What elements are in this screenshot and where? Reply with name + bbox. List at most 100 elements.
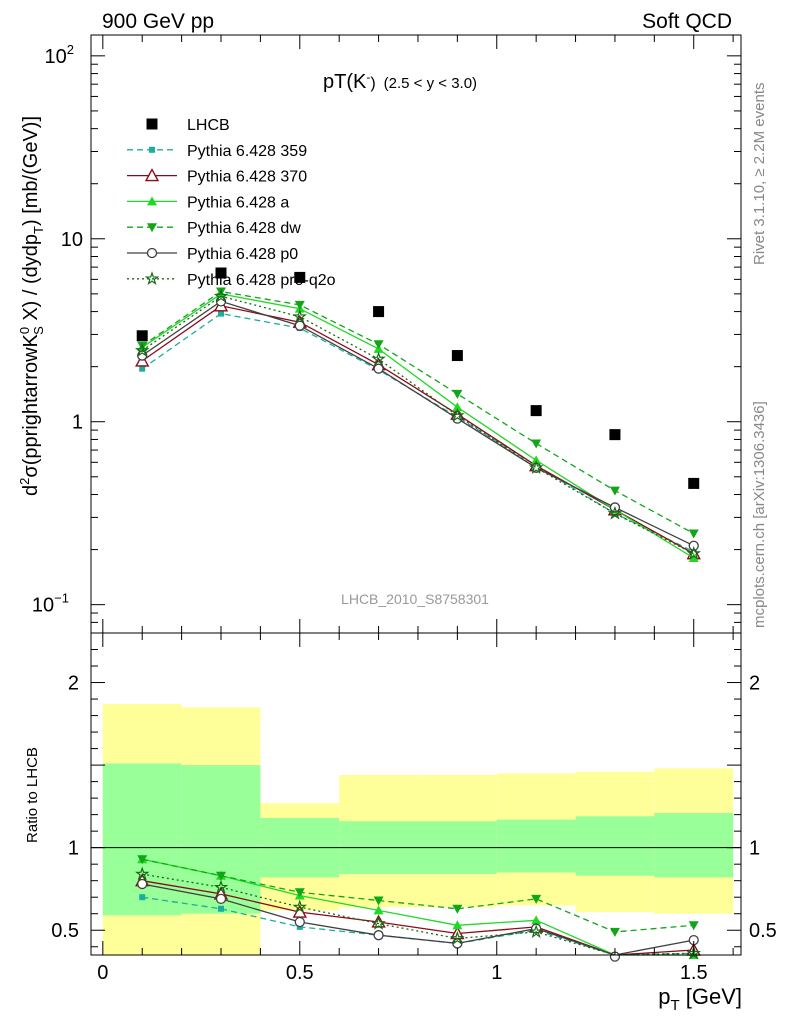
inner-band-bin-5 (496, 819, 576, 873)
ylabel-sub-t: T (31, 226, 46, 234)
x-axis-label: pT [GeV] (658, 984, 742, 1014)
main-point-pythia-6-428-pro-q2o-4 (450, 407, 465, 422)
main-point-pythia-6-428-dw-2 (294, 300, 305, 310)
x-tick-label: 1 (491, 962, 502, 984)
ratio-series-pythia-6-428-p0 (137, 878, 699, 962)
x-axis-label-sub: T (670, 997, 679, 1014)
ratio-point-pythia-6-428-pro-q2o-1 (213, 879, 229, 894)
ratio-point-pythia-6-428-pro-q2o-7 (686, 945, 701, 960)
ratio-y-tick-label-left: 1 (68, 838, 79, 860)
plot-title-superscript: - (366, 70, 370, 84)
main-y-tick-label: 10−1 (32, 591, 69, 617)
main-point-pythia-6-428-pro-q2o-7 (686, 546, 701, 560)
ratio-point-pythia-6-428-pro-q2o-4 (450, 930, 465, 945)
ylabel-unit: ) [mb/(GeV)] (20, 116, 42, 226)
legend: LHCB Pythia 6.428 359 Pythia 6.428 370 Pyth… (127, 117, 336, 289)
legend-label-pythia-6-428-p0: Pythia 6.428 p0 (187, 246, 298, 263)
ratio-line-pythia-6-428-dw (142, 858, 694, 933)
inner-band-bin-7 (654, 812, 734, 878)
ratio-point-pythia-6-428-pro-q2o-5 (528, 924, 544, 939)
main-point-pythia-6-428-p0-3 (373, 363, 384, 374)
legend-marker-pythia-6-428-dw (147, 223, 157, 233)
ylabel-exp: 2 (17, 478, 32, 485)
ratio-y-tick-label-left: 0.5 (51, 920, 79, 942)
ratio-line-pythia-6-428-p0 (142, 883, 694, 956)
main-point-pythia-6-428-pro-q2o-5 (528, 460, 544, 474)
ratio-point-pythia-6-428-dw-6 (609, 927, 620, 937)
ratio-point-pythia-6-428-dw-1 (216, 871, 226, 881)
legend-marker-pythia-6-428-p0 (146, 247, 158, 259)
main-point-lhcb-0 (136, 330, 148, 342)
inner-band-bin-6 (575, 816, 655, 876)
main-series-pythia-6-428-pro-q2o (134, 288, 701, 560)
main-point-pythia-6-428-pro-q2o-1 (213, 288, 229, 303)
main-series-pythia-6-428-a (137, 288, 699, 562)
x-axis-label-p: p (658, 984, 670, 1009)
main-point-pythia-6-428-pro-q2o-6 (607, 505, 623, 520)
ratio-y-tick-label-right: 1 (749, 838, 760, 860)
main-point-lhcb-6 (609, 429, 621, 441)
ratio-series-pythia-6-428-dw (137, 855, 699, 937)
ylabel-sigma: σ(pprightarrowK (20, 333, 42, 477)
ylabel-sup-zero: 0 (17, 327, 32, 334)
main-line-pythia-6-428-p0 (141, 300, 694, 547)
ratio-point-pythia-6-428-pro-q2o-3 (371, 915, 386, 930)
legend-label-pythia-6-428-dw: Pythia 6.428 dw (187, 220, 301, 237)
main-point-pythia-6-428-359-0 (139, 365, 146, 372)
main-point-pythia-6-428-a-4 (452, 402, 463, 412)
ratio-y-tick-label-left: 2 (68, 673, 79, 695)
main-point-pythia-6-428-dw-3 (373, 340, 384, 350)
main-line-pythia-6-428-370 (141, 305, 695, 555)
legend-label-pythia-6-428-359: Pythia 6.428 359 (187, 143, 307, 160)
main-point-pythia-6-428-dw-4 (452, 389, 463, 399)
main-point-pythia-6-428-dw-7 (688, 529, 699, 539)
main-point-lhcb-1 (215, 267, 227, 279)
ratio-point-pythia-6-428-dw-7 (688, 921, 699, 931)
main-point-lhcb-3 (373, 306, 385, 318)
main-point-pythia-6-428-359-1 (218, 310, 224, 317)
x-tick-label: 1.5 (680, 962, 708, 984)
ratio-point-pythia-6-428-a-4 (452, 920, 463, 930)
legend-entry-pythia-6-428-p0: Pythia 6.428 p0 (127, 246, 298, 263)
main-y-tick-label-exp: −1 (54, 591, 69, 606)
legend-marker-pythia-6-428-370 (144, 168, 160, 182)
ratio-point-pythia-6-428-359-0 (139, 894, 146, 901)
legend-marker-pythia-6-428-a (147, 196, 157, 206)
ratio-point-pythia-6-428-a-3 (373, 905, 384, 915)
plot-title-main: pT(K (323, 71, 367, 93)
x-axis-label-unit: [GeV] (680, 984, 742, 1009)
mcplots-source-label: mcplots.cern.ch [arXiv:1306.3436] (751, 401, 768, 628)
legend-marker-pythia-6-428-pro-q2o (144, 271, 160, 285)
main-series-pythia-6-428-dw (137, 287, 699, 539)
main-point-pythia-6-428-pro-q2o-3 (371, 351, 386, 366)
ratio-point-pythia-6-428-dw-5 (531, 894, 542, 904)
main-point-lhcb-4 (451, 350, 463, 362)
main-point-pythia-6-428-p0-7 (688, 540, 699, 551)
main-point-pythia-6-428-pro-q2o-2 (292, 309, 308, 323)
main-point-pythia-6-428-dw-6 (609, 486, 620, 496)
main-point-lhcb-5 (530, 405, 542, 417)
legend-label-pythia-6-428-pro-q2o: Pythia 6.428 pro-q2o (187, 272, 336, 289)
ratio-point-pythia-6-428-pro-q2o-0 (134, 866, 150, 881)
ylabel-d: d (20, 485, 42, 496)
x-tick-label: 0 (97, 962, 108, 984)
plot-title-close: ) (370, 75, 375, 92)
legend-marker-pythia-6-428-359 (149, 146, 155, 153)
header-right-label: Soft QCD (642, 10, 732, 33)
main-line-pythia-6-428-a (141, 293, 695, 559)
ratio-panel-axes: 0.5 0.5 1 1 2 2 0 0.5 1 1.5 (51, 632, 777, 984)
main-series-pythia-6-428-p0 (137, 296, 699, 551)
ylabel-sub-s: S (31, 326, 46, 335)
legend-entry-pythia-6-428-359: Pythia 6.428 359 (127, 143, 307, 160)
ratio-point-pythia-6-428-dw-4 (452, 904, 463, 914)
ratio-point-pythia-6-428-dw-3 (373, 896, 384, 906)
ratio-frame (90, 632, 742, 956)
ratio-line-pythia-6-428-pro-q2o (142, 873, 694, 956)
main-y-tick-label: 1 (72, 412, 83, 434)
main-point-lhcb-2 (294, 271, 306, 283)
legend-entry-pythia-6-428-a: Pythia 6.428 a (127, 194, 289, 211)
plot-title-rapidity-range: (2.5 < y < 3.0) (384, 75, 477, 92)
ratio-point-pythia-6-428-dw-2 (294, 888, 305, 898)
main-point-lhcb-7 (688, 477, 700, 489)
